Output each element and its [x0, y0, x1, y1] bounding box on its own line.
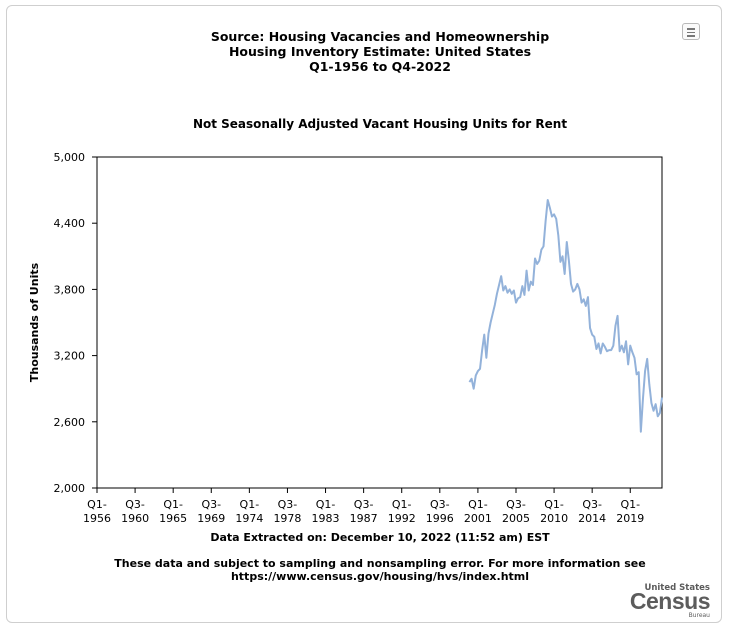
- disclaimer-url: https://www.census.gov/housing/hvs/index…: [230, 570, 530, 583]
- x-tick-label-quarter: Q1-: [620, 498, 640, 511]
- series-line: [468, 199, 663, 433]
- logo-united-states: United States: [644, 583, 710, 593]
- x-tick-label-quarter: Q1-: [392, 498, 412, 511]
- title-line-1: Source: Housing Vacancies and Homeowners…: [210, 29, 550, 44]
- y-tick-label: 5,000: [54, 151, 86, 164]
- x-tick-label-quarter: Q3-: [201, 498, 221, 511]
- x-tick-label-year: 1978: [273, 512, 301, 525]
- x-tick-label-year: 2019: [616, 512, 644, 525]
- logo-bureau: Bureau: [688, 612, 710, 619]
- y-tick-label: 2,600: [54, 416, 86, 429]
- x-tick-label-year: 1992: [388, 512, 416, 525]
- x-tick-label-year: 1983: [312, 512, 340, 525]
- x-tick-label-year: 2005: [502, 512, 530, 525]
- x-tick-label-year: 1969: [197, 512, 225, 525]
- x-tick-label-quarter: Q3-: [354, 498, 374, 511]
- chart-container: [6, 5, 722, 623]
- x-tick-label-year: 1996: [426, 512, 454, 525]
- chart-subtitle: Not Seasonally Adjusted Vacant Housing U…: [192, 117, 568, 131]
- x-tick-label-quarter: Q1-: [544, 498, 564, 511]
- disclaimer: These data and subject to sampling and n…: [0, 557, 730, 583]
- title-line-2: Housing Inventory Estimate: United State…: [228, 44, 532, 59]
- y-tick-label: 3,200: [54, 350, 86, 363]
- logo-census: Census: [629, 588, 711, 614]
- x-tick-label-quarter: Q1-: [87, 498, 107, 511]
- chart-title: Source: Housing Vacancies and Homeowners…: [0, 29, 730, 74]
- x-tick-label-year: 2001: [464, 512, 492, 525]
- x-tick-label-year: 1965: [159, 512, 187, 525]
- x-tick-label-quarter: Q1-: [163, 498, 183, 511]
- x-tick-label-quarter: Q1-: [240, 498, 260, 511]
- x-tick-label-quarter: Q1-: [468, 498, 488, 511]
- x-tick-label-year: 1987: [350, 512, 378, 525]
- x-tick-label-quarter: Q3-: [430, 498, 450, 511]
- title-line-3: Q1-1956 to Q4-2022: [309, 59, 451, 74]
- data-extracted-note: Data Extracted on: December 10, 2022 (11…: [210, 531, 550, 544]
- hamburger-menu-icon[interactable]: [682, 23, 700, 40]
- x-tick-label-year: 1974: [235, 512, 263, 525]
- x-tick-label-quarter: Q3-: [582, 498, 602, 511]
- y-tick-label: 4,400: [54, 217, 86, 230]
- x-tick-label-year: 2014: [578, 512, 606, 525]
- x-tick-label-quarter: Q1-: [316, 498, 336, 511]
- x-tick-label-quarter: Q3-: [125, 498, 145, 511]
- x-tick-label-year: 1956: [83, 512, 111, 525]
- y-axis-title: Thousands of Units: [28, 262, 41, 382]
- x-tick-label-year: 1960: [121, 512, 149, 525]
- y-tick-label: 3,800: [54, 283, 86, 296]
- y-tick-label: 2,000: [54, 482, 86, 495]
- x-tick-label-quarter: Q3-: [506, 498, 526, 511]
- census-bureau-logo: United States Census Bureau: [630, 583, 714, 619]
- plot-area-frame: [96, 156, 663, 489]
- x-tick-label-quarter: Q3-: [278, 498, 298, 511]
- x-tick-label-year: 2010: [540, 512, 568, 525]
- disclaimer-line-1: These data and subject to sampling and n…: [114, 557, 646, 570]
